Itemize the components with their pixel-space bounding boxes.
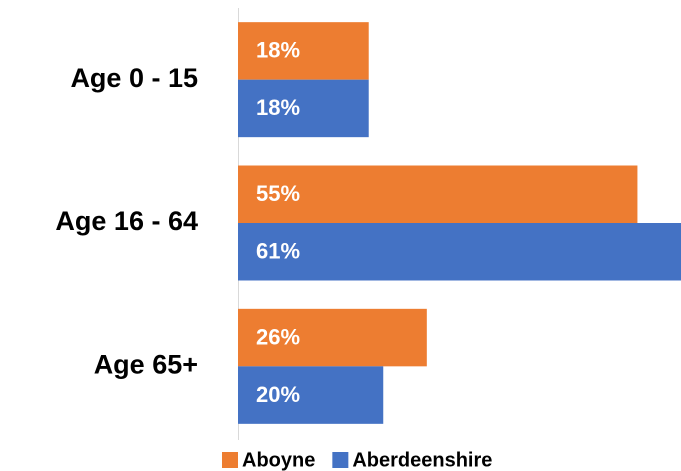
- category-label: Age 65+: [94, 349, 198, 379]
- value-label: 18%: [256, 95, 300, 120]
- legend-swatch: [222, 452, 238, 468]
- bar: [238, 79, 369, 138]
- legend-swatch: [332, 452, 349, 468]
- value-label: 20%: [256, 382, 300, 407]
- category-label: Age 0 - 15: [70, 63, 198, 93]
- bar: [238, 308, 427, 367]
- value-label: 26%: [256, 324, 300, 349]
- category-label: Age 16 - 64: [55, 206, 198, 236]
- legend-label: Aboyne: [242, 449, 315, 471]
- legend-label: Aberdeenshire: [352, 449, 492, 471]
- bar: [238, 22, 369, 80]
- bar: [238, 165, 638, 223]
- value-label: 18%: [256, 38, 300, 63]
- bar: [238, 366, 384, 424]
- value-label: 61%: [256, 239, 300, 264]
- value-label: 55%: [256, 181, 300, 206]
- bar: [238, 223, 681, 281]
